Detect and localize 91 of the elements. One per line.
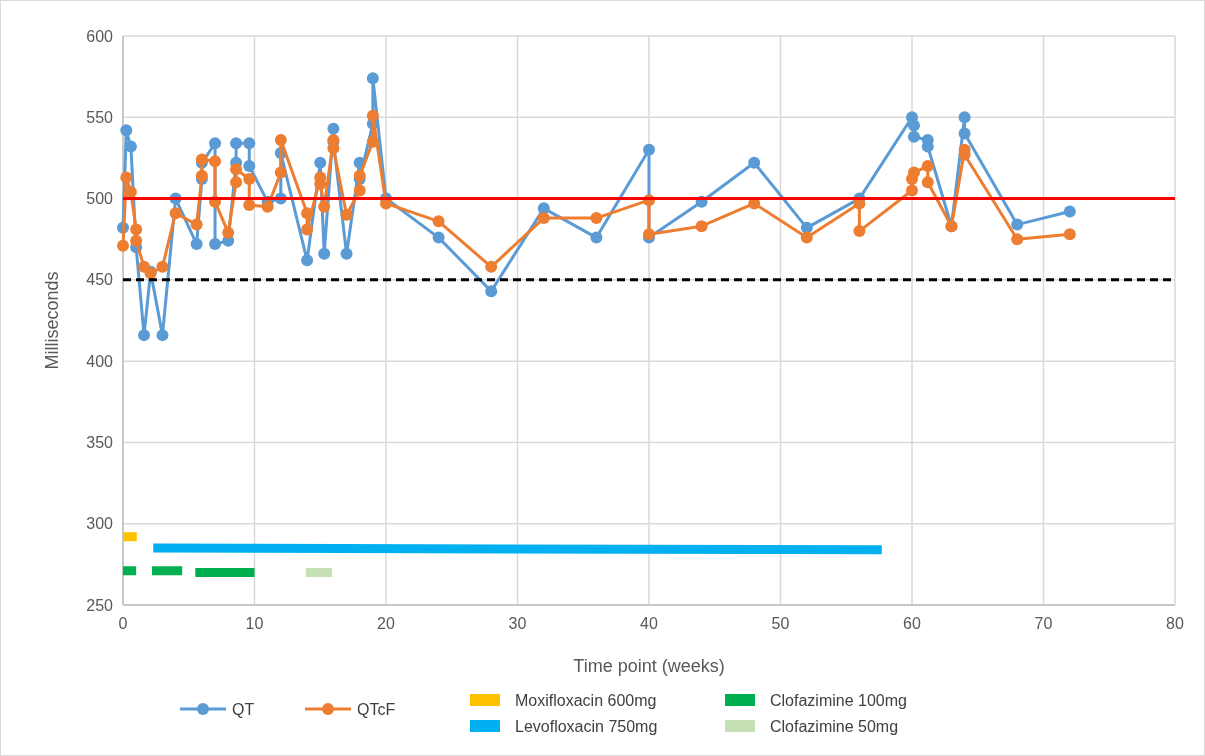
- point: [906, 184, 918, 197]
- point: [643, 143, 655, 156]
- point: [243, 173, 256, 186]
- point: [138, 329, 151, 342]
- point: [340, 208, 353, 221]
- x-tick-label: 50: [771, 615, 790, 632]
- point: [301, 207, 314, 220]
- legend-label: Clofazimine 100mg: [770, 691, 907, 709]
- point: [366, 72, 379, 85]
- x-tick-label: 80: [1166, 615, 1184, 632]
- point: [301, 223, 314, 236]
- y-tick-label: 300: [86, 515, 114, 533]
- point: [120, 171, 133, 184]
- point: [120, 124, 133, 137]
- point: [156, 329, 169, 342]
- point: [274, 166, 287, 179]
- point: [800, 221, 813, 234]
- y-tick-label: 450: [86, 271, 114, 289]
- point: [800, 231, 813, 244]
- point: [274, 134, 287, 147]
- point: [261, 200, 274, 213]
- point: [907, 130, 920, 143]
- x-tick-label: 0: [118, 615, 128, 632]
- point: [190, 218, 203, 231]
- point: [301, 254, 314, 267]
- point: [195, 169, 208, 182]
- y-axis-title: Milliseconds: [42, 271, 62, 370]
- point: [590, 212, 603, 225]
- point: [243, 199, 256, 212]
- point: [117, 239, 129, 252]
- point: [485, 260, 498, 273]
- point: [1011, 218, 1024, 231]
- point: [921, 160, 934, 173]
- point: [209, 137, 222, 150]
- x-tick-label: 20: [377, 615, 395, 632]
- y-tick-label: 500: [86, 190, 114, 208]
- point: [432, 231, 445, 244]
- legend-label: QTcF: [357, 700, 396, 718]
- point: [366, 135, 379, 148]
- point: [222, 226, 235, 239]
- point: [366, 109, 379, 122]
- x-axis-title: Time point (weeks): [573, 656, 725, 676]
- point: [695, 220, 708, 233]
- point: [1063, 205, 1076, 218]
- point: [243, 137, 256, 150]
- point: [921, 176, 934, 189]
- point: [130, 223, 143, 236]
- point: [340, 247, 353, 260]
- point: [432, 215, 445, 228]
- point: [1063, 228, 1076, 241]
- point: [327, 122, 340, 135]
- point: [124, 140, 137, 153]
- point: [209, 155, 222, 168]
- point: [209, 238, 222, 251]
- point: [314, 156, 327, 169]
- point: [190, 238, 203, 251]
- point: [318, 247, 331, 260]
- point: [958, 127, 971, 140]
- point: [748, 156, 761, 169]
- point: [230, 176, 243, 189]
- point: [243, 160, 256, 173]
- x-tick-label: 40: [640, 615, 658, 632]
- point: [156, 260, 169, 273]
- x-tick-label: 30: [508, 615, 527, 632]
- point: [1011, 233, 1024, 246]
- point: [907, 166, 920, 179]
- legend-label: Moxifloxacin 600mg: [515, 691, 657, 709]
- point: [485, 285, 498, 298]
- legend-label: QT: [232, 700, 255, 718]
- point: [230, 163, 243, 176]
- point: [130, 234, 143, 247]
- y-tick-label: 400: [86, 352, 114, 370]
- y-tick-label: 250: [86, 596, 114, 614]
- x-tick-label: 10: [245, 615, 264, 632]
- point: [537, 212, 550, 225]
- y-tick-label: 600: [86, 27, 114, 45]
- y-tick-label: 350: [86, 434, 114, 452]
- point: [853, 225, 866, 238]
- point: [169, 207, 182, 220]
- y-tick-label: 550: [86, 108, 114, 126]
- point: [958, 111, 971, 124]
- x-tick-label: 60: [903, 615, 921, 632]
- legend-label: Levofloxacin 750mg: [515, 717, 658, 735]
- point: [590, 231, 603, 244]
- point: [353, 184, 366, 197]
- point: [230, 137, 243, 150]
- point: [353, 169, 366, 182]
- legend-label: Clofazimine 50mg: [770, 717, 899, 735]
- point: [318, 200, 331, 213]
- point: [907, 119, 920, 132]
- x-tick-label: 70: [1034, 615, 1053, 632]
